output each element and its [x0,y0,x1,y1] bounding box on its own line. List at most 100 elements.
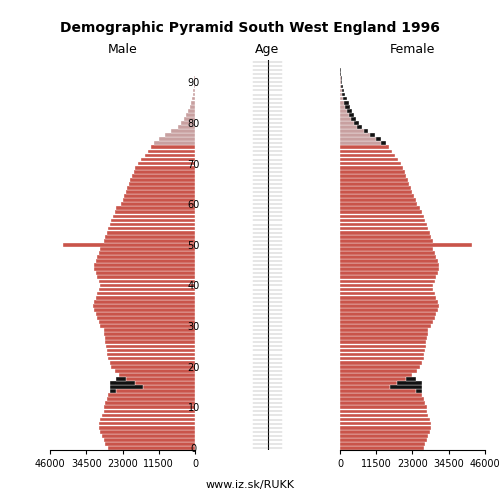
Bar [184,117,195,121]
Bar [62,243,195,246]
Bar [340,76,342,80]
Bar [340,308,438,312]
Bar [342,88,344,92]
Bar [340,288,433,292]
Bar [165,134,195,137]
Bar [94,300,195,304]
Bar [340,332,428,336]
Bar [100,324,195,328]
Bar [138,162,195,166]
Bar [108,226,195,230]
Bar [340,385,390,389]
Bar [135,381,195,385]
Bar [340,121,359,125]
Bar [340,300,438,304]
Bar [106,231,195,234]
Bar [116,206,195,210]
Bar [340,142,386,145]
Bar [340,206,420,210]
Bar [344,101,348,104]
Bar [340,344,426,348]
Bar [127,186,195,190]
Bar [370,134,374,137]
Bar [144,154,195,158]
Bar [340,264,440,267]
Bar [340,356,423,360]
Bar [340,154,395,158]
Bar [106,340,195,344]
Bar [340,398,423,401]
Bar [340,340,426,344]
Bar [340,158,398,162]
Bar [340,292,434,296]
Bar [343,96,347,100]
Bar [341,80,342,84]
Bar [143,385,195,389]
Bar [340,247,433,251]
Bar [376,138,381,141]
Text: Age: Age [256,43,280,56]
Bar [340,324,432,328]
Bar [126,190,195,194]
Bar [340,280,434,283]
Bar [114,369,195,372]
Bar [340,402,425,405]
Bar [340,369,417,372]
Bar [159,138,195,141]
Bar [340,377,406,381]
Bar [100,418,195,422]
Bar [108,356,195,360]
Bar [112,365,195,368]
Bar [96,259,195,263]
Bar [340,117,356,121]
Bar [98,255,195,259]
Bar [406,377,415,381]
Bar [340,336,427,340]
Bar [340,259,438,263]
Bar [188,109,195,112]
Bar [340,202,417,206]
Bar [181,121,195,125]
Bar [340,194,414,198]
Bar [134,170,195,173]
Bar [354,121,359,125]
Bar [105,235,195,238]
Bar [340,320,433,324]
Bar [110,222,195,226]
Bar [342,92,345,96]
Bar [340,96,347,100]
Bar [99,280,195,283]
Bar [151,146,195,149]
Bar [126,377,195,381]
Bar [340,174,406,178]
Bar [340,438,426,442]
Bar [94,264,195,267]
Bar [340,352,424,356]
Bar [100,430,195,434]
Bar [340,239,433,242]
Bar [121,202,195,206]
Bar [340,410,426,414]
Bar [172,129,195,133]
Bar [100,247,195,251]
Bar [340,125,362,129]
Bar [340,328,428,332]
Bar [340,92,345,96]
Bar [106,344,195,348]
Bar [347,109,352,112]
Bar [112,218,195,222]
Bar [340,276,436,279]
Bar [341,84,343,88]
Bar [340,150,392,154]
Bar [340,426,432,430]
Bar [194,80,195,84]
Bar [340,186,411,190]
Bar [340,381,396,385]
Bar [96,312,195,316]
Bar [340,214,423,218]
Bar [340,394,422,397]
Bar [358,125,362,129]
Bar [102,414,195,418]
Bar [340,170,404,173]
Bar [92,304,195,308]
